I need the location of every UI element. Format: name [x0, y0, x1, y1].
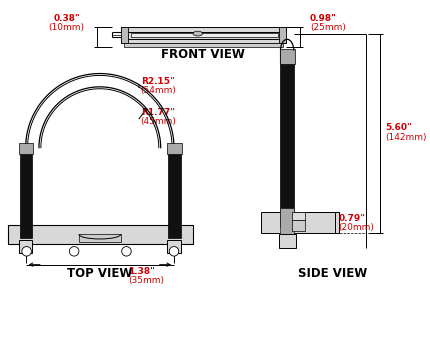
- Bar: [167, 240, 181, 253]
- Circle shape: [122, 247, 131, 256]
- Text: (35mm): (35mm): [128, 276, 164, 285]
- Bar: [280, 208, 294, 238]
- Circle shape: [22, 247, 31, 256]
- Bar: [121, 39, 286, 43]
- Bar: [19, 143, 33, 155]
- Bar: [126, 32, 281, 39]
- Bar: [292, 212, 305, 220]
- Text: (20mm): (20mm): [338, 223, 375, 232]
- Text: TOP VIEW: TOP VIEW: [67, 266, 132, 279]
- Bar: [280, 51, 294, 227]
- Bar: [168, 148, 181, 238]
- Bar: [261, 212, 339, 233]
- Bar: [19, 240, 32, 253]
- Bar: [167, 143, 181, 155]
- Bar: [279, 234, 296, 248]
- Text: (10mm): (10mm): [49, 23, 85, 32]
- Bar: [79, 234, 121, 242]
- Bar: [280, 49, 295, 64]
- Text: (25mm): (25mm): [310, 23, 346, 32]
- Bar: [20, 148, 32, 238]
- Text: FRONT VIEW: FRONT VIEW: [160, 48, 244, 61]
- Ellipse shape: [193, 31, 203, 36]
- Text: (45mm): (45mm): [141, 117, 177, 126]
- Text: R2.15": R2.15": [141, 77, 175, 86]
- Text: (142mm): (142mm): [385, 133, 427, 142]
- Bar: [123, 43, 283, 47]
- Circle shape: [69, 247, 79, 256]
- Bar: [292, 220, 305, 231]
- Text: 0.79": 0.79": [338, 214, 366, 222]
- Text: 0.98": 0.98": [310, 14, 337, 23]
- Bar: [8, 225, 193, 244]
- Text: R1.77": R1.77": [141, 108, 175, 117]
- Text: (54mm): (54mm): [141, 86, 177, 95]
- Circle shape: [169, 247, 179, 256]
- Text: SIDE VIEW: SIDE VIEW: [298, 266, 367, 279]
- Bar: [131, 32, 278, 38]
- Text: 1.38": 1.38": [128, 266, 155, 275]
- Text: 5.60": 5.60": [385, 123, 412, 132]
- Bar: [121, 27, 286, 32]
- Bar: [279, 27, 286, 43]
- Bar: [121, 27, 128, 43]
- Text: 0.38": 0.38": [53, 14, 80, 23]
